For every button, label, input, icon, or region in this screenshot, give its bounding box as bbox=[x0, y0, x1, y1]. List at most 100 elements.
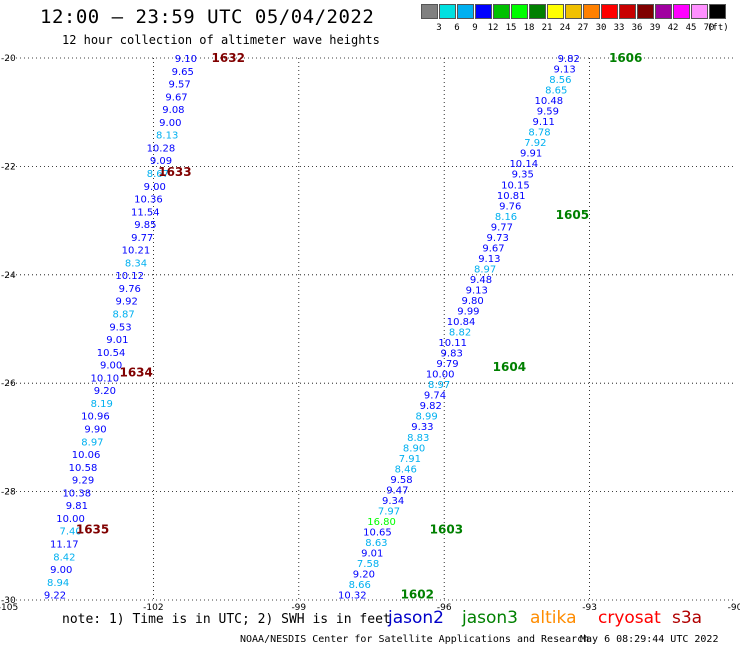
wave-height-value: 8.16 bbox=[495, 212, 517, 223]
wave-height-value: 9.29 bbox=[72, 476, 94, 487]
x-tick-label: -93 bbox=[582, 603, 597, 613]
wave-height-value: 8.97 bbox=[428, 380, 450, 391]
pass-time-label: 1606 bbox=[609, 51, 642, 65]
wave-height-value: 9.99 bbox=[457, 307, 479, 318]
legend-swatch bbox=[655, 4, 672, 19]
legend-swatch bbox=[457, 4, 474, 19]
legend-swatch bbox=[547, 4, 564, 19]
y-tick-label: -30 bbox=[1, 596, 16, 606]
wave-height-value: 9.20 bbox=[353, 570, 375, 581]
legend-label: 36 bbox=[631, 23, 643, 33]
wave-height-value: 9.11 bbox=[533, 117, 555, 128]
wave-height-value: 8.42 bbox=[53, 552, 75, 563]
wave-height-value: 8.83 bbox=[407, 433, 429, 444]
wave-height-value: 8.19 bbox=[91, 399, 113, 410]
wave-height-value: 9.57 bbox=[169, 80, 191, 91]
pass-time-label: 1634 bbox=[119, 365, 152, 379]
legend-label: 30 bbox=[595, 23, 607, 33]
legend-unit: (ft) bbox=[707, 23, 729, 33]
satellite-label-cryosat: cryosat bbox=[598, 608, 661, 628]
legend-swatch bbox=[493, 4, 510, 19]
legend-swatch bbox=[439, 4, 456, 19]
legend-swatch bbox=[583, 4, 600, 19]
wave-height-value: 9.00 bbox=[100, 361, 122, 372]
legend-label: 6 bbox=[454, 23, 460, 33]
legend-swatch bbox=[673, 4, 690, 19]
satellite-label-jason3: jason3 bbox=[462, 608, 518, 628]
legend-label: 15 bbox=[505, 23, 517, 33]
legend-label: 27 bbox=[577, 23, 589, 33]
wave-height-value: 7.97 bbox=[378, 506, 400, 517]
wave-height-value: 8.56 bbox=[549, 75, 571, 86]
wave-height-value: 9.65 bbox=[172, 67, 194, 78]
wave-height-value: 9.34 bbox=[382, 496, 404, 507]
wave-height-value: 9.83 bbox=[441, 349, 463, 360]
footer-credit: NOAA/NESDIS Center for Satellite Applica… bbox=[240, 634, 590, 645]
wave-height-value: 9.13 bbox=[478, 254, 500, 265]
wave-height-value: 9.33 bbox=[411, 422, 433, 433]
wave-height-value: 11.54 bbox=[131, 207, 160, 218]
wave-height-value: 8.46 bbox=[395, 464, 417, 475]
pass-time-label: 1605 bbox=[556, 208, 589, 222]
wave-height-value: 8.94 bbox=[47, 578, 69, 589]
wave-height-value: 8.34 bbox=[125, 258, 147, 269]
wave-height-value: 9.74 bbox=[424, 391, 446, 402]
wave-height-value: 10.11 bbox=[438, 338, 467, 349]
wave-height-value: 10.65 bbox=[363, 527, 392, 538]
legend-label: 24 bbox=[559, 23, 571, 33]
wave-height-value: 16.80 bbox=[367, 517, 396, 528]
legend-label: 21 bbox=[541, 23, 553, 33]
wave-height-value: 9.13 bbox=[466, 285, 488, 296]
wave-height-value: 7.58 bbox=[357, 559, 379, 570]
pass-time-label: 1633 bbox=[158, 165, 191, 179]
wave-height-value: 8.82 bbox=[449, 328, 471, 339]
wave-height-value: 8.78 bbox=[528, 128, 550, 139]
wave-height-value: 9.00 bbox=[159, 118, 181, 129]
wave-height-value: 11.17 bbox=[50, 539, 79, 550]
legend-label: 45 bbox=[685, 23, 697, 33]
satellite-label-s3a: s3a bbox=[672, 608, 703, 628]
wave-height-value: 10.12 bbox=[115, 271, 144, 282]
wave-height-value: 10.06 bbox=[72, 450, 101, 461]
wave-height-value: 10.00 bbox=[426, 370, 455, 381]
wave-height-value: 10.58 bbox=[69, 463, 98, 474]
pass-time-label: 1602 bbox=[401, 588, 434, 602]
wave-height-value: 9.01 bbox=[106, 335, 128, 346]
wave-height-value: 7.92 bbox=[524, 138, 546, 149]
legend-label: 39 bbox=[649, 23, 661, 33]
wave-height-value: 9.90 bbox=[84, 424, 106, 435]
wave-height-value: 10.21 bbox=[122, 246, 151, 257]
legend-label: 42 bbox=[667, 23, 679, 33]
wave-height-value: 9.22 bbox=[44, 591, 66, 602]
wave-height-value: 9.67 bbox=[482, 243, 504, 254]
footnote: note: 1) Time is in UTC; 2) SWH is in fe… bbox=[62, 612, 391, 627]
wave-height-value: 10.14 bbox=[509, 159, 538, 170]
x-tick-label: -105 bbox=[0, 603, 18, 613]
wave-height-value: 9.47 bbox=[386, 485, 408, 496]
legend-label: 9 bbox=[472, 23, 478, 33]
legend-label: 18 bbox=[523, 23, 535, 33]
wave-height-value: 8.87 bbox=[112, 310, 134, 321]
wave-height-value: 10.32 bbox=[338, 591, 367, 602]
wave-height-value: 9.48 bbox=[470, 275, 492, 286]
wave-height-value: 9.92 bbox=[116, 297, 138, 308]
x-tick-label: -102 bbox=[143, 603, 163, 613]
pass-time-label: 1603 bbox=[430, 523, 463, 537]
wave-height-value: 8.67 bbox=[147, 169, 169, 180]
wave-height-value: 9.91 bbox=[520, 149, 542, 160]
wave-height-value: 9.08 bbox=[162, 105, 184, 116]
wave-height-value: 9.81 bbox=[66, 501, 88, 512]
wave-height-value: 9.77 bbox=[131, 233, 153, 244]
x-tick-label: -96 bbox=[437, 603, 452, 613]
wave-height-value: 10.10 bbox=[90, 373, 119, 384]
legend-swatch bbox=[475, 4, 492, 19]
y-tick-label: -24 bbox=[1, 271, 16, 281]
legend-swatch bbox=[601, 4, 618, 19]
wave-height-value: 9.10 bbox=[175, 54, 197, 65]
wave-height-value: 8.66 bbox=[349, 580, 371, 591]
wave-height-value: 9.01 bbox=[361, 548, 383, 559]
wave-height-value: 9.35 bbox=[512, 170, 534, 181]
wave-height-value: 9.73 bbox=[487, 233, 509, 244]
legend-label: 12 bbox=[487, 23, 499, 33]
wave-height-value: 9.85 bbox=[134, 220, 156, 231]
